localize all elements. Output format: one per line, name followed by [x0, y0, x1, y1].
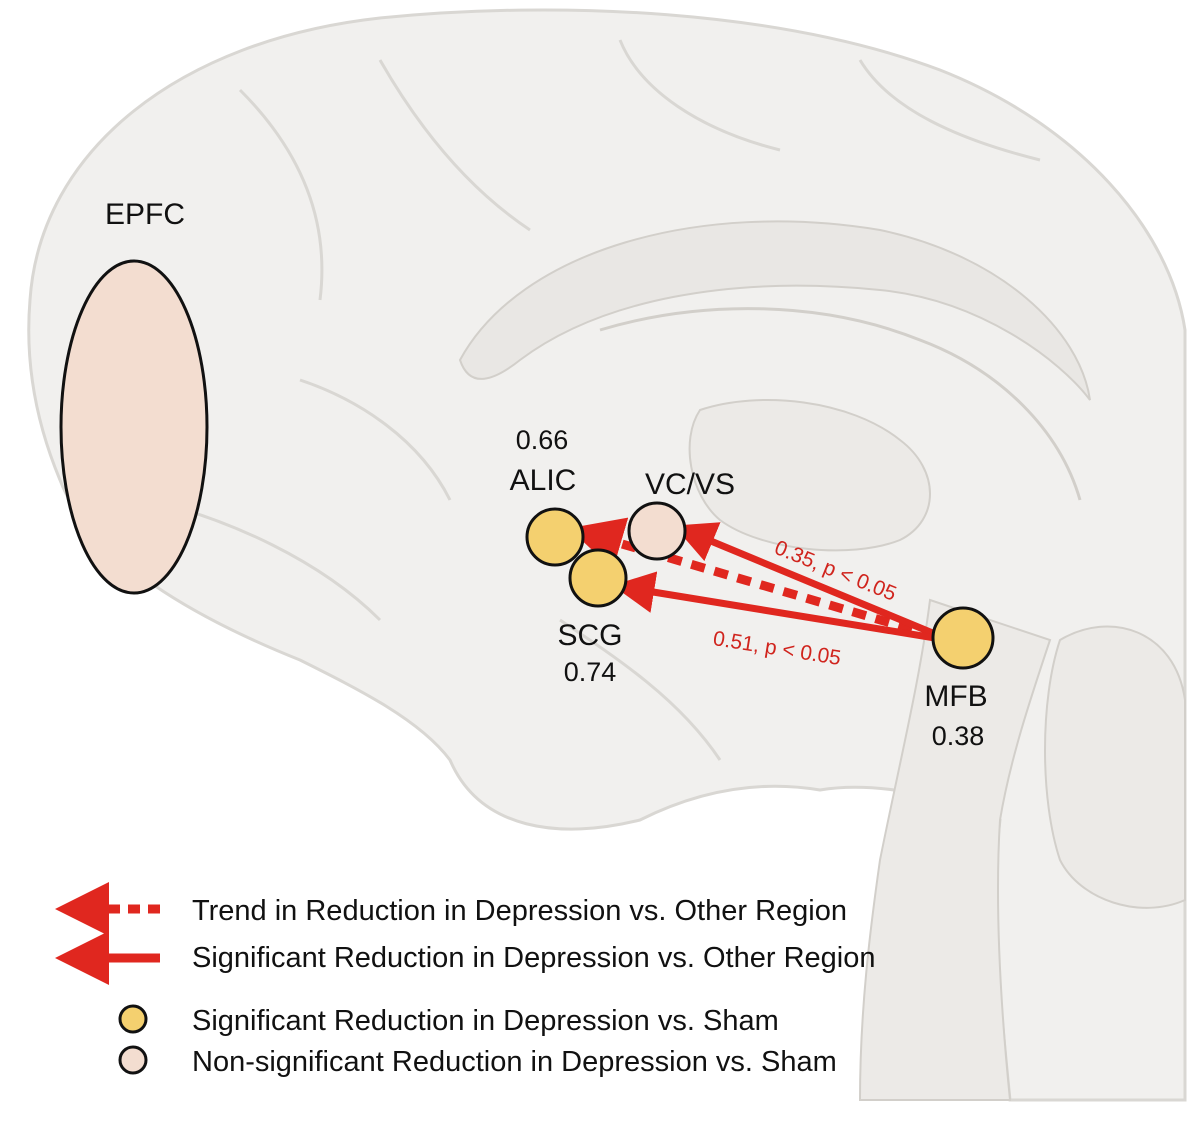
mfb-node [931, 606, 995, 670]
alic-node [525, 507, 585, 567]
sulcus-4 [858, 59, 1041, 162]
legend: Trend in Reduction in Depression vs. Oth… [55, 882, 875, 1078]
legend-significant-sham-text: Significant Reduction in Depression vs. … [192, 1005, 779, 1037]
legend-nonsignificant-sham-text: Non-significant Reduction in Depression … [192, 1046, 837, 1078]
thalamus-region [688, 399, 931, 552]
alic-label: ALIC [510, 464, 577, 497]
brainstem [858, 598, 1052, 1101]
alic-value: 0.66 [516, 425, 569, 455]
scg-value: 0.74 [564, 657, 617, 687]
legend-significant-region-text: Significant Reduction in Depression vs. … [192, 942, 875, 974]
epfc-label: EPFC [105, 198, 185, 231]
legend-significant-circle-icon [118, 1004, 148, 1034]
inner-gyrus-line [599, 307, 1082, 501]
arrow-mfb-to-vcvs [673, 522, 937, 638]
epfc-region [59, 259, 209, 595]
vcvs-label: VC/VS [645, 468, 735, 501]
sulcus-6 [299, 378, 452, 501]
sulcus-7 [559, 618, 722, 761]
scg-label: SCG [557, 619, 622, 652]
arrow-mfb-to-scg [612, 571, 936, 642]
sulcus-2 [378, 59, 531, 232]
vcvs-node [627, 501, 687, 561]
cerebellum [1044, 625, 1186, 909]
sulcus-1 [238, 88, 324, 301]
corpus-callosum [458, 220, 1091, 401]
arrow-mfb-to-alic-dashed [568, 517, 937, 641]
scg-node [568, 548, 628, 608]
legend-nonsignificant-circle-icon [118, 1045, 148, 1075]
mfb-value: 0.38 [932, 721, 985, 751]
legend-trend-text: Trend in Reduction in Depression vs. Oth… [192, 895, 847, 927]
sulcus-3 [618, 39, 781, 152]
mfb-label: MFB [924, 680, 987, 713]
